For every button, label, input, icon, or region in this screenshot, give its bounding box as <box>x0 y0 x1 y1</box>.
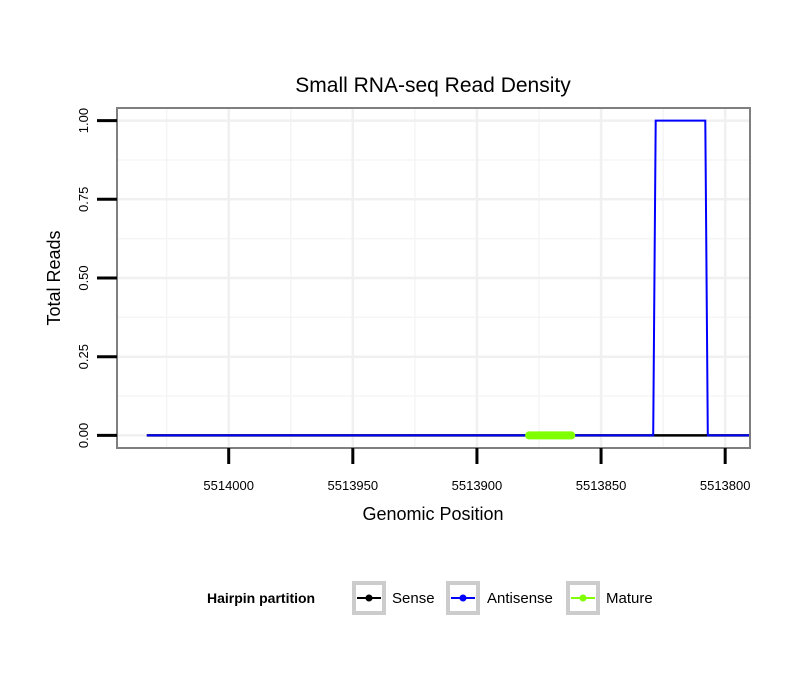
legend-label: Antisense <box>487 590 553 607</box>
legend-key-point <box>365 594 373 602</box>
x-tick-label: 5513850 <box>576 478 627 493</box>
series-lines <box>146 119 750 440</box>
y-tick-label: 0.75 <box>76 187 91 212</box>
y-tick-label: 1.00 <box>76 108 91 133</box>
legend-label: Sense <box>392 590 435 607</box>
grid-lines <box>117 108 750 448</box>
x-axis: 5514000 5513950 5513900 5513850 5513800 <box>203 448 750 493</box>
y-tick-label: 0.25 <box>76 344 91 369</box>
x-axis-title: Genomic Position <box>362 504 503 524</box>
y-axis: 0.00 0.25 0.50 0.75 1.00 <box>76 108 117 448</box>
legend-key-point <box>579 594 587 602</box>
legend-title: Hairpin partition <box>207 590 315 606</box>
x-tick-label: 5513900 <box>452 478 503 493</box>
y-tick-label: 0.50 <box>76 265 91 290</box>
x-tick-label: 5514000 <box>203 478 254 493</box>
legend: Hairpin partition Sense Antisense Mature <box>207 581 653 615</box>
legend-key-point <box>459 594 467 602</box>
y-tick-label: 0.00 <box>76 423 91 448</box>
x-tick-label: 5513800 <box>700 478 751 493</box>
legend-label: Mature <box>606 590 653 607</box>
x-tick-label: 5513950 <box>328 478 379 493</box>
y-axis-title: Total Reads <box>44 230 64 325</box>
chart-title: Small RNA-seq Read Density <box>295 74 571 97</box>
